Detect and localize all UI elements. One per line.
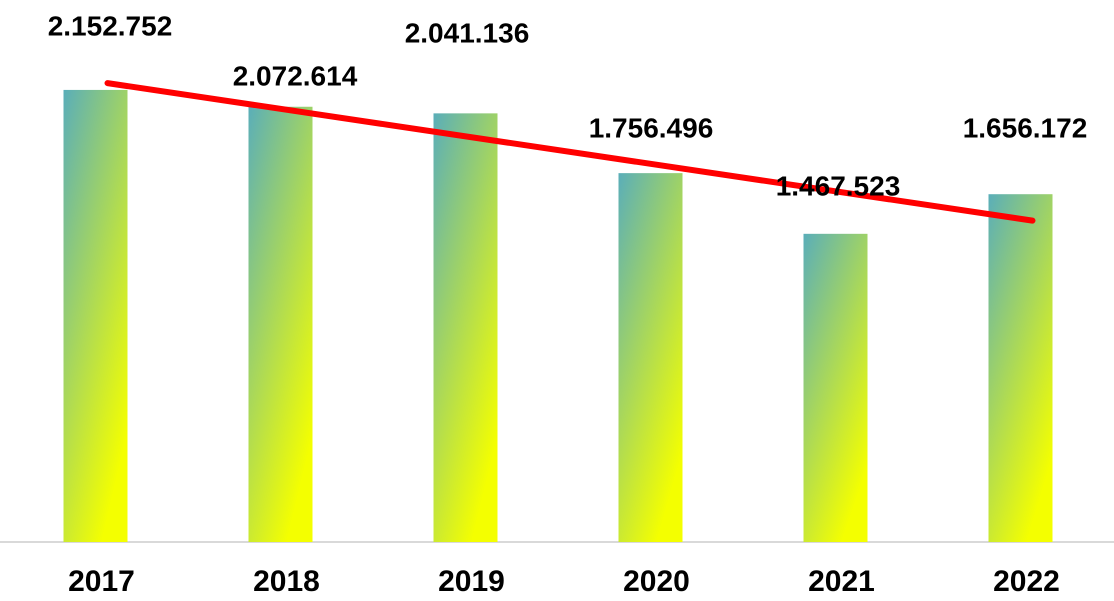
x-tick-label: 2019 bbox=[438, 565, 505, 598]
bar bbox=[433, 113, 498, 542]
trendline bbox=[104, 80, 1036, 224]
data-label: 1.656.172 bbox=[963, 112, 1088, 143]
data-label: 1.756.496 bbox=[589, 112, 714, 143]
bar bbox=[803, 233, 868, 542]
bar bbox=[248, 106, 313, 542]
data-label: 2.152.752 bbox=[48, 10, 173, 41]
x-tick-label: 2018 bbox=[253, 565, 320, 598]
x-tick-label: 2021 bbox=[808, 565, 875, 598]
bar bbox=[63, 89, 128, 542]
x-tick-label: 2017 bbox=[68, 565, 135, 598]
bar bbox=[618, 173, 683, 542]
data-label: 2.041.136 bbox=[405, 17, 530, 48]
x-tick-label: 2022 bbox=[993, 565, 1060, 598]
x-tick-label: 2020 bbox=[623, 565, 690, 598]
data-label: 2.072.614 bbox=[233, 60, 358, 91]
bar bbox=[988, 194, 1053, 543]
data-label: 1.467.523 bbox=[776, 170, 901, 201]
